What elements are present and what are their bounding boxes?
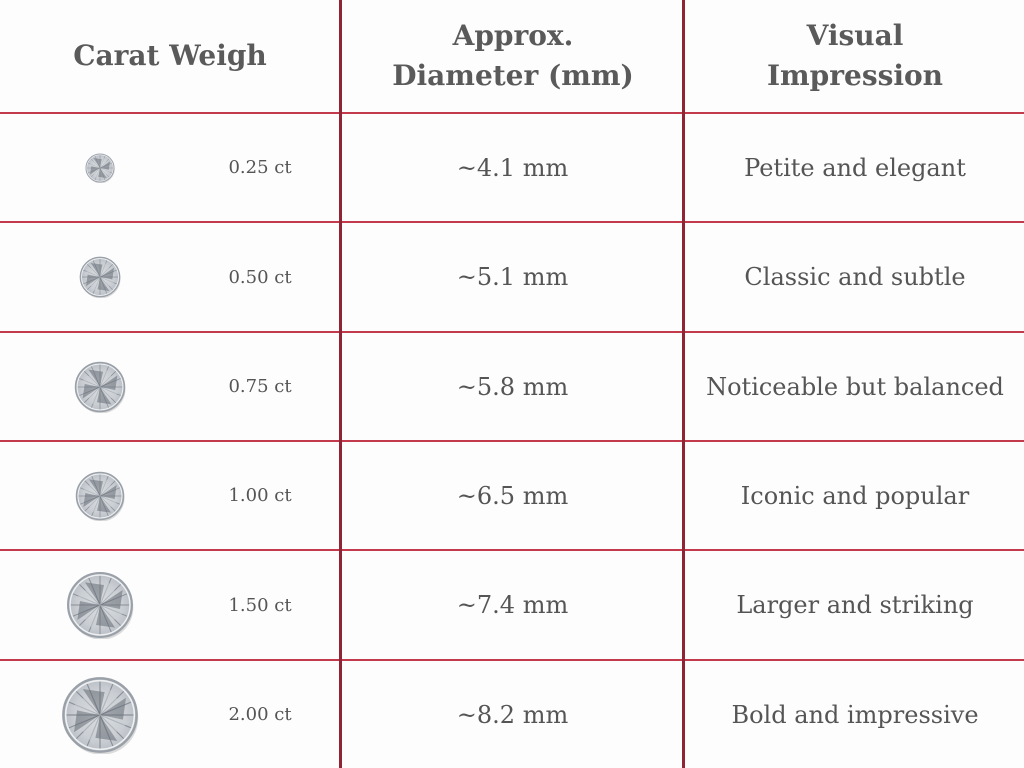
diamond-icon [75,471,125,521]
column-divider [682,0,685,768]
diameter-value: ~5.1 mm [456,263,569,291]
row-divider [0,659,1024,661]
carat-value: 1.50 ct [228,594,292,616]
diamond-icon [85,152,115,183]
impression-value: Larger and striking [736,591,974,619]
diamond-icon [62,676,139,754]
header-diameter-line2: Diameter (mm) [392,59,634,92]
row-divider [0,331,1024,333]
impression-value: Bold and impressive [731,700,979,729]
header-diameter: Approx. Diameter (mm) [343,0,683,112]
row-divider [0,221,1024,223]
row-divider [0,112,1024,114]
diameter-value: ~6.5 mm [456,481,569,510]
diameter-value: ~5.8 mm [456,372,569,401]
header-impression: Visual Impression [686,0,1024,112]
diamond-icon [74,361,126,413]
carat-value: 0.25 ct [228,157,292,178]
carat-value: 0.50 ct [228,266,292,288]
header-impression-line1: Visual [806,19,904,52]
carat-value: 2.00 ct [228,704,292,725]
diamond-icon [79,256,121,298]
impression-value: Noticeable but balanced [706,372,1004,401]
diamond-icon [67,572,134,639]
row-divider [0,549,1024,551]
carat-value: 1.00 ct [228,485,292,506]
impression-value: Iconic and popular [740,481,970,510]
impression-value: Petite and elegant [744,153,966,182]
header-diameter-line1: Approx. [452,19,574,52]
header-impression-line2: Impression [766,59,944,92]
column-divider [339,0,342,768]
row-divider [0,440,1024,442]
impression-value: Classic and subtle [744,263,966,291]
header-carat-weight: Carat Weigh [0,0,340,112]
diameter-value: ~4.1 mm [456,153,569,182]
header-carat-label: Carat Weigh [73,39,267,72]
diameter-value: ~8.2 mm [456,700,569,729]
diameter-value: ~7.4 mm [456,591,569,619]
carat-value: 0.75 ct [228,376,292,397]
